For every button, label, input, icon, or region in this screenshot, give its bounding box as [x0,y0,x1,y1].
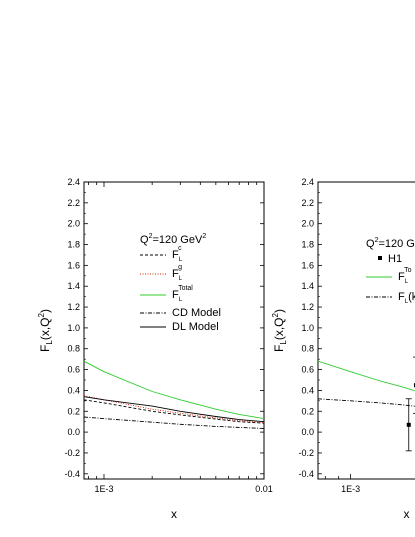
y-axis-title-sup: 2 [37,312,46,317]
y-tick-label: 0.4 [67,385,80,395]
y-tick-label: 0.8 [67,344,80,354]
y-tick-label: 2.2 [67,198,80,208]
y-tick-label: 2.0 [301,219,314,229]
legend-label-sub: L [179,257,183,263]
legend-label-main: DL Model [172,321,219,333]
q2-annotation-prefix: Q [366,238,375,250]
plot-frame [317,181,415,480]
q2-annotation-prefix: Q [140,234,149,246]
y-tick-label: 1.8 [67,240,80,250]
legend-label-sub: L [405,299,409,305]
legend-marker [378,256,382,260]
legend-label: FL To [398,267,412,285]
y-tick-label: -0.4 [298,469,314,479]
panel-1: -0.4 -0.2 0.0 0.2 0.4 0.6 0.8 1.0 1.2 1.4 1.6 1.8 2.… [37,177,273,521]
y-tick-label: 2.2 [301,198,314,208]
legend-label: H1 [388,253,402,265]
legend-label: FL(k [398,291,415,305]
series-group [84,360,264,429]
x-axis-title: x [171,507,177,521]
q2-annotation-suffix: =120 GeV [152,234,203,246]
y-tick-label: 1.6 [301,260,314,270]
legend-label: CD Model [172,307,221,319]
legend-label-sup: c [178,245,182,252]
legend-label: FLc [172,245,183,263]
y-axis-title-main: F [38,345,52,352]
y-axis-title-args: (x,Q [272,317,286,340]
y-tick-label: -0.2 [298,448,314,458]
data-point [406,422,411,427]
legend-label-sub: L [405,279,409,285]
y-axis-title-args: (x,Q [38,317,52,340]
y-tick-label: 0.0 [67,427,80,437]
legend-label-sup: g [178,264,182,271]
plot-frame [83,181,265,480]
legend-label-main: F [172,289,179,301]
x-tick-label: 0.01 [255,484,273,494]
y-axis-title: FL(x,Q2) [37,309,54,352]
series-line [84,396,264,423]
y-axis-title-main: F [272,345,286,352]
y-tick-label: 0.4 [301,385,314,395]
legend-label-sup: To [404,267,412,274]
y-tick-label: 1.4 [301,281,314,291]
y-tick-label: 1.2 [301,302,314,312]
legend-label: DL Model [172,321,219,333]
panel-2: -0.4 -0.2 0.0 0.2 0.4 0.6 0.8 1.0 1.2 1.4 1.6 1.8 2.… [271,177,415,521]
legend-label-main: H1 [388,253,402,265]
x-axis-title: x [404,507,410,521]
y-axis-title-sup: 2 [271,312,280,317]
legend-label-sup: Total [178,285,193,292]
series-line [84,360,264,420]
y-tick-label: 0.2 [67,406,80,416]
series-line [84,395,264,424]
series-group [318,356,415,452]
legend-label: FLg [172,264,183,282]
y-tick-label: 0.8 [301,344,314,354]
legend-label-main: F [172,268,179,280]
y-tick-label: 1.0 [301,323,314,333]
x-tick-label: 1E-3 [341,484,360,494]
y-tick-label: 1.4 [67,281,80,291]
q2-annotation: Q2=120 GeV2 [140,233,206,246]
y-tick-label: 1.2 [67,302,80,312]
y-tick-label: 0.0 [301,427,314,437]
y-axis-title-close: ) [272,309,286,313]
legend-label-sub: L [179,276,183,282]
y-axis-title: FL(x,Q2) [271,309,288,352]
legend-label-main: F [398,291,405,303]
y-tick-label: 2.4 [301,177,314,187]
series-line [318,398,415,407]
q2-annotation-suffix: =120 G [378,238,414,250]
q2-annotation: Q2=120 G [366,237,415,250]
y-axis-title-sub: L [279,340,288,345]
data-point [413,383,415,388]
q2-annotation-sup: 2 [375,237,379,244]
series-line [318,360,415,392]
legend-label-main: F [398,271,405,283]
y-tick-label: 2.0 [67,219,80,229]
x-tick-label: 1E-3 [94,484,113,494]
legend-label-main: F [172,249,179,261]
legend-label-main: CD Model [172,307,221,319]
y-tick-label: 0.2 [301,406,314,416]
y-tick-label: 0.6 [301,365,314,375]
y-tick-label: 1.8 [301,240,314,250]
y-tick-label: -0.4 [64,469,80,479]
y-tick-label: 0.6 [67,365,80,375]
legend-label: FL Total [172,285,193,303]
y-axis-title-sub: L [45,340,54,345]
q2-annotation-sup2: 2 [202,233,206,240]
y-axis-title-close: ) [38,309,52,313]
legend-label-sub: L [179,297,183,303]
q2-annotation-sup: 2 [149,233,153,240]
y-tick-label: -0.2 [64,448,80,458]
y-tick-label: 1.0 [67,323,80,333]
series-line [84,416,264,429]
y-tick-label: 1.6 [67,260,80,270]
series-line [84,399,264,424]
y-tick-label: 2.4 [67,177,80,187]
legend-label-args: (k [408,291,415,303]
